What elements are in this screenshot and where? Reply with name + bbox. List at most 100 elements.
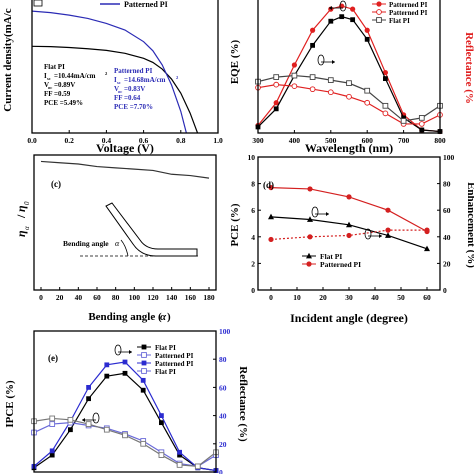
- a-pat-sup: 2: [176, 75, 179, 80]
- a-series-0-line: [31, 45, 199, 134]
- b-series-3-point: [346, 80, 352, 86]
- d-series-2-point: [307, 234, 313, 240]
- e-series-0-point: [86, 396, 91, 402]
- b-ylabel-left: EQE (%): [229, 40, 241, 85]
- b-refl-hint-arrowhead: [332, 60, 335, 64]
- b-series-1-point: [310, 42, 315, 48]
- d-enh-hint-arrowhead: [379, 234, 382, 238]
- e-series-1-point: [177, 449, 182, 455]
- a-pat-voc: V: [114, 85, 119, 93]
- d-legend-marker: [306, 261, 312, 267]
- c-x-tick-label: 80: [112, 293, 120, 302]
- d-series-1-point: [346, 194, 352, 200]
- d-x-tick-label: 10: [293, 293, 301, 302]
- e-series-1-line: [33, 361, 217, 472]
- a-pat-isc-sub: sc: [117, 80, 121, 85]
- e-series-0-point: [140, 387, 146, 393]
- b-legend-marker: [376, 9, 382, 15]
- d-ylabel-right: Enhancement (%): [465, 182, 474, 268]
- e-series-1-point: [49, 448, 55, 454]
- b-series-1-point: [273, 106, 279, 112]
- d-legend-label: Flat PI: [320, 252, 342, 261]
- d-x-tick-label: 40: [371, 293, 379, 302]
- d-panel-tag: (d): [263, 180, 274, 190]
- c-ylabel-eta-a: η: [14, 230, 28, 237]
- b-x-tick-label: 600: [362, 136, 374, 145]
- b-series-3-point: [309, 74, 316, 80]
- b-legend-label: Patterned PI: [389, 9, 428, 17]
- d-series-0-point: [268, 213, 274, 220]
- c-panel-tag: (c): [51, 179, 61, 189]
- b-series-1-point: [401, 115, 406, 121]
- b-eqe-hint-arrowhead: [329, 6, 332, 10]
- e-legend-label: Flat PI: [155, 344, 176, 352]
- b-series-0-point: [291, 62, 297, 68]
- c-ylabel-eta-0: η: [14, 205, 28, 212]
- d-x-tick-label: 0: [269, 293, 273, 302]
- e-series-1-point: [140, 377, 146, 383]
- b-series-0-point: [350, 6, 356, 12]
- b-series-1-line: [257, 16, 441, 133]
- b-series-2-point: [382, 110, 389, 117]
- e-refl-hint-arrowhead: [82, 418, 85, 422]
- c-inset-film: [105, 202, 198, 257]
- e-legend-marker: [141, 352, 147, 358]
- e-series-0-point: [177, 452, 182, 458]
- d-legend-label: Patterned PI: [320, 260, 361, 269]
- d-x-tick-label: 50: [397, 293, 405, 302]
- e-legend-label: Flat PI: [155, 368, 176, 376]
- b-series-2-point: [273, 81, 280, 88]
- d-series-1-point: [385, 207, 391, 213]
- a-series-1-line: [31, 10, 187, 134]
- e-plot-frame: [33, 330, 217, 473]
- a-flat-isc: I: [44, 72, 47, 80]
- e-series-3-point: [194, 463, 201, 470]
- d-yleft-tick-label: 8: [251, 180, 255, 189]
- e-series-3-point: [67, 416, 74, 423]
- e-series-0-point: [122, 370, 128, 376]
- b-series-0-point: [273, 100, 279, 106]
- d-yright-tick-label: 40: [443, 233, 451, 242]
- d-x-tick-label: 30: [345, 293, 353, 302]
- b-series-3-point: [418, 115, 425, 121]
- d-series-2-point: [268, 236, 274, 243]
- b-series-1-point: [419, 127, 425, 133]
- e-series-3-point: [176, 462, 183, 468]
- a-flat-voc-val: =0.89V: [54, 81, 75, 89]
- a-xlabel: Voltage (V): [96, 141, 154, 155]
- d-yleft-tick-label: 10: [248, 153, 256, 162]
- b-series-1-point: [328, 18, 334, 24]
- b-x-tick-label: 500: [325, 136, 337, 145]
- b-series-2-point: [418, 121, 425, 127]
- e-series-3-point: [49, 415, 56, 422]
- e-ylabel-right: Reflectance (%): [237, 366, 249, 442]
- b-series-3-point: [382, 102, 389, 109]
- e-yright-tick-label: 80: [219, 355, 227, 364]
- a-pat-isc-val: =14.68mA/cm: [124, 76, 166, 84]
- d-yright-tick-label: 20: [443, 259, 451, 268]
- c-inset-label: Bending angle: [63, 239, 109, 248]
- e-series-0-point: [104, 373, 110, 379]
- c-x-tick-label: 160: [185, 293, 197, 302]
- e-refl-hint-oval: [92, 412, 100, 424]
- a-legend-label: Patterned PI: [124, 0, 168, 9]
- c-plot-frame: [33, 154, 217, 291]
- e-legend-marker: [141, 368, 147, 374]
- a-pat-pce: PCE =7.70%: [114, 103, 153, 111]
- e-series-0-point: [68, 427, 73, 433]
- b-legend-marker: [376, 1, 382, 7]
- b-plot-frame: [257, 0, 441, 134]
- d-series-2-point: [424, 227, 430, 233]
- a-x-tick-label: 0.0: [27, 136, 37, 145]
- a-plot-frame: [31, 0, 219, 134]
- a-pat-title: Patterned PI: [114, 67, 153, 75]
- c-inset-alpha: α: [115, 239, 120, 248]
- c-xlabel-close: ): [167, 311, 171, 323]
- d-yleft-tick-label: 2: [251, 259, 255, 268]
- c-xlabel: Bending angle (: [88, 311, 162, 323]
- b-legend-marker: [376, 17, 382, 23]
- b-legend-label: Flat PI: [389, 17, 410, 25]
- b-series-2-point: [327, 89, 334, 96]
- e-series-3-point: [85, 421, 92, 427]
- b-series-1-point: [339, 14, 345, 20]
